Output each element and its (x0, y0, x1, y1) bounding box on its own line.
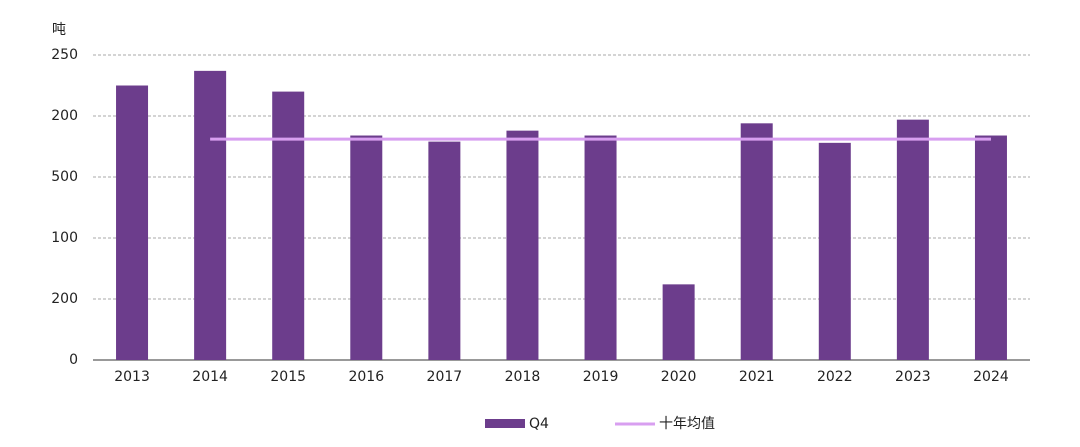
x-tick-label: 2023 (895, 369, 931, 385)
y-tick-label: 100 (51, 230, 78, 246)
bar (428, 141, 461, 360)
bar (194, 70, 227, 361)
x-tick-label: 2021 (739, 369, 775, 385)
bar (116, 85, 149, 360)
x-tick-label: 2019 (583, 369, 619, 385)
y-axis-label: 吨 (52, 22, 66, 38)
x-tick-label: 2024 (973, 369, 1009, 385)
x-tick-label: 2022 (817, 369, 853, 385)
legend-swatch (485, 419, 525, 428)
y-tick-label: 250 (51, 47, 78, 63)
legend-label: 十年均值 (659, 416, 715, 432)
x-tick-label: 2018 (505, 369, 541, 385)
x-tick-label: 2020 (661, 369, 697, 385)
bar (506, 130, 539, 360)
x-tick-label: 2017 (427, 369, 463, 385)
y-tick-label: 0 (69, 352, 78, 368)
x-tick-label: 2013 (114, 369, 150, 385)
bar (818, 142, 851, 360)
x-tick-label: 2016 (348, 369, 384, 385)
y-tick-label: 500 (51, 169, 78, 185)
bar (974, 135, 1007, 360)
bar (272, 91, 305, 360)
bar (584, 135, 617, 360)
y-tick-label: 200 (51, 291, 78, 307)
bar (740, 123, 773, 360)
y-tick-label: 200 (51, 108, 78, 124)
legend-label: Q4 (529, 416, 549, 432)
bar (662, 284, 695, 360)
x-tick-label: 2015 (270, 369, 306, 385)
bar (350, 135, 383, 360)
x-tick-label: 2014 (192, 369, 228, 385)
bar (896, 119, 929, 360)
